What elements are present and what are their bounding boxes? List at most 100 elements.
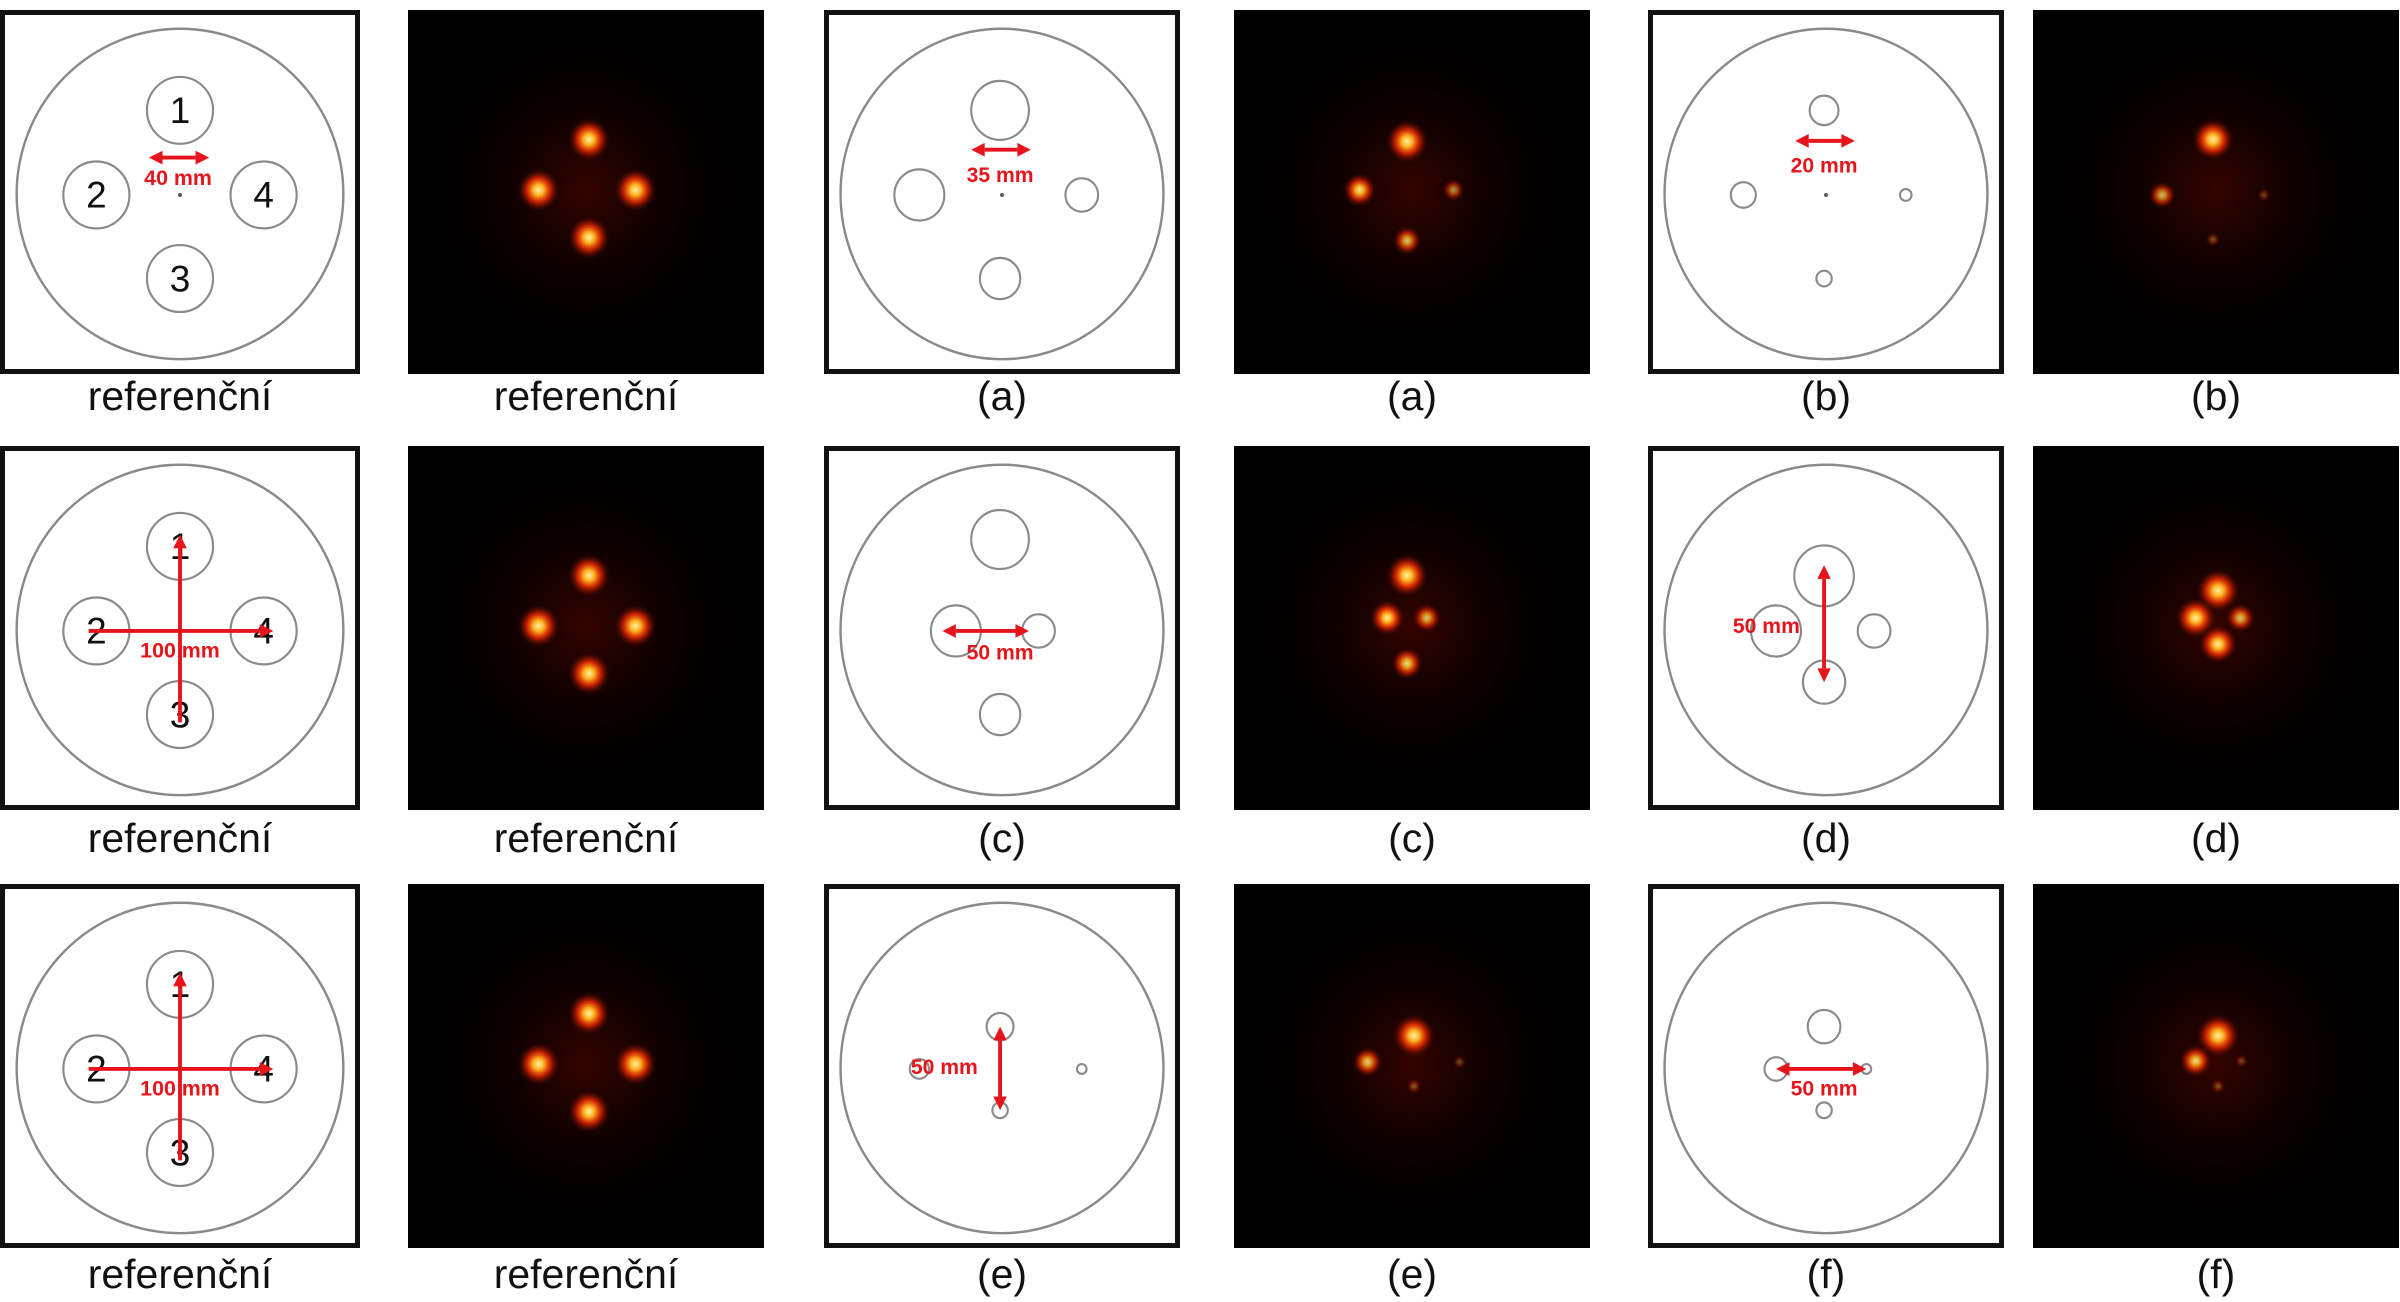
insert-circle-2	[62, 160, 131, 230]
arrow-head	[993, 1026, 1007, 1041]
hot-spot-2	[2147, 180, 2177, 210]
phantom-drawing: 35 mm	[839, 27, 1165, 361]
background-glow	[417, 18, 755, 362]
reconstruction-image	[2033, 446, 2399, 810]
panel-caption: (d)	[2190, 815, 2242, 861]
hot-spot-3	[1392, 225, 1422, 256]
insert-number: 4	[253, 174, 274, 216]
arrow-head	[1852, 1062, 1867, 1076]
phantom-outline	[15, 901, 345, 1235]
hot-spot-2	[516, 603, 561, 649]
insert-circle-1	[1806, 1008, 1842, 1045]
arrow-head	[1841, 133, 1855, 148]
insert-circle-4	[978, 256, 1022, 301]
phantom-panel: 35 mm	[824, 10, 1180, 374]
insert-circle-4	[978, 692, 1022, 737]
arrow-head	[942, 624, 956, 638]
insert-number: 2	[86, 174, 107, 216]
phantom-panel: 1 2 3 4 40 mm	[0, 10, 360, 374]
phantom-drawing: 50 mm	[1663, 901, 1989, 1235]
panel-caption: referenční	[87, 815, 273, 861]
panel-caption: (c)	[1388, 815, 1436, 861]
phantom-panel: 1234100 mm	[0, 446, 360, 810]
phantom-outline	[15, 463, 345, 797]
phantom-panel: 50 mm	[824, 446, 1180, 810]
arrow-head	[173, 972, 187, 987]
arrow-head	[1795, 133, 1809, 148]
hot-spot-3	[567, 651, 611, 696]
image-panel	[2033, 884, 2399, 1248]
insert-circle-3	[1856, 613, 1892, 649]
panel-caption: (e)	[1386, 1251, 1438, 1297]
reconstruction-image	[1234, 10, 1590, 374]
arrow-head	[148, 150, 163, 165]
phantom-drawing: 1 2 3 4 40 mm	[15, 27, 345, 361]
phantom-drawing: 1234100 mm	[15, 463, 345, 797]
center-dot	[1824, 192, 1828, 197]
hot-spot-3	[567, 215, 611, 260]
arrow-head	[259, 624, 274, 638]
phantom-panel: 50 mm	[1648, 884, 2004, 1248]
hot-spot-4	[2225, 602, 2256, 633]
hot-spot-2	[1352, 1046, 1383, 1078]
arrow-head	[993, 1096, 1007, 1111]
insert-circle-4	[1815, 269, 1833, 288]
insert-number: 1	[170, 89, 191, 131]
distance-label: 50 mm	[911, 1055, 978, 1079]
insert-circle-3	[1898, 187, 1913, 202]
insert-circle-2	[1749, 604, 1803, 658]
panel-caption: (f)	[2196, 1251, 2236, 1297]
hot-spot-3	[2210, 1078, 2226, 1094]
phantom-outline	[839, 27, 1165, 361]
hot-spot-4	[1412, 602, 1442, 633]
insert-number: 3	[170, 257, 191, 299]
insert-circle-3	[145, 244, 215, 314]
hot-spot-1	[1385, 553, 1429, 598]
phantom-panel: 50 mm	[824, 884, 1180, 1248]
insert-circle-1	[970, 79, 1030, 141]
reconstruction-image	[408, 446, 764, 810]
background-glow	[417, 892, 755, 1236]
insert-circle-2	[1729, 181, 1757, 209]
reconstruction-image	[408, 884, 764, 1248]
phantom-outline	[839, 463, 1165, 797]
hot-spot-1	[567, 991, 611, 1036]
panel-caption: referenční	[493, 815, 679, 861]
background-glow	[1243, 454, 1581, 798]
panel-caption: (b)	[1800, 373, 1852, 419]
hot-spot-2	[1342, 172, 1377, 208]
arrow-head	[971, 142, 985, 157]
phantom-panel: 50 mm	[1648, 446, 2004, 810]
arrow-head	[1817, 565, 1831, 579]
image-panel	[408, 884, 764, 1248]
distance-label: 50 mm	[1733, 614, 1800, 638]
phantom-drawing: 50 mm	[839, 463, 1165, 797]
hot-spot-1	[1392, 1013, 1436, 1058]
hot-spot-1	[567, 553, 611, 598]
hot-spot-4	[613, 167, 658, 213]
panel-caption: referenční	[493, 373, 679, 419]
image-panel	[1234, 446, 1590, 810]
panel-caption: (f)	[1806, 1251, 1846, 1297]
center-dot	[1000, 192, 1004, 197]
insert-circle-1	[970, 508, 1030, 571]
image-panel	[2033, 446, 2399, 810]
hot-spot-4	[1452, 1054, 1467, 1069]
hot-spot-3	[2198, 624, 2238, 664]
insert-circle-1	[145, 75, 215, 145]
panel-caption: referenční	[87, 1251, 273, 1297]
distance-label: 50 mm	[1791, 1076, 1858, 1100]
phantom-drawing: 50 mm	[839, 901, 1165, 1235]
hot-spot-2	[2178, 1044, 2213, 1078]
hot-spot-2	[1369, 599, 1406, 637]
distance-label: 35 mm	[967, 163, 1034, 187]
phantom-outline	[15, 27, 345, 361]
hot-spot-2	[2174, 597, 2217, 639]
panel-caption: referenční	[493, 1251, 679, 1297]
center-dot	[178, 192, 182, 197]
hot-spot-3	[1390, 646, 1424, 680]
phantom-outline	[1663, 901, 1989, 1235]
phantom-panel: 1234100 mm	[0, 884, 360, 1248]
arrow-head	[1015, 624, 1029, 638]
